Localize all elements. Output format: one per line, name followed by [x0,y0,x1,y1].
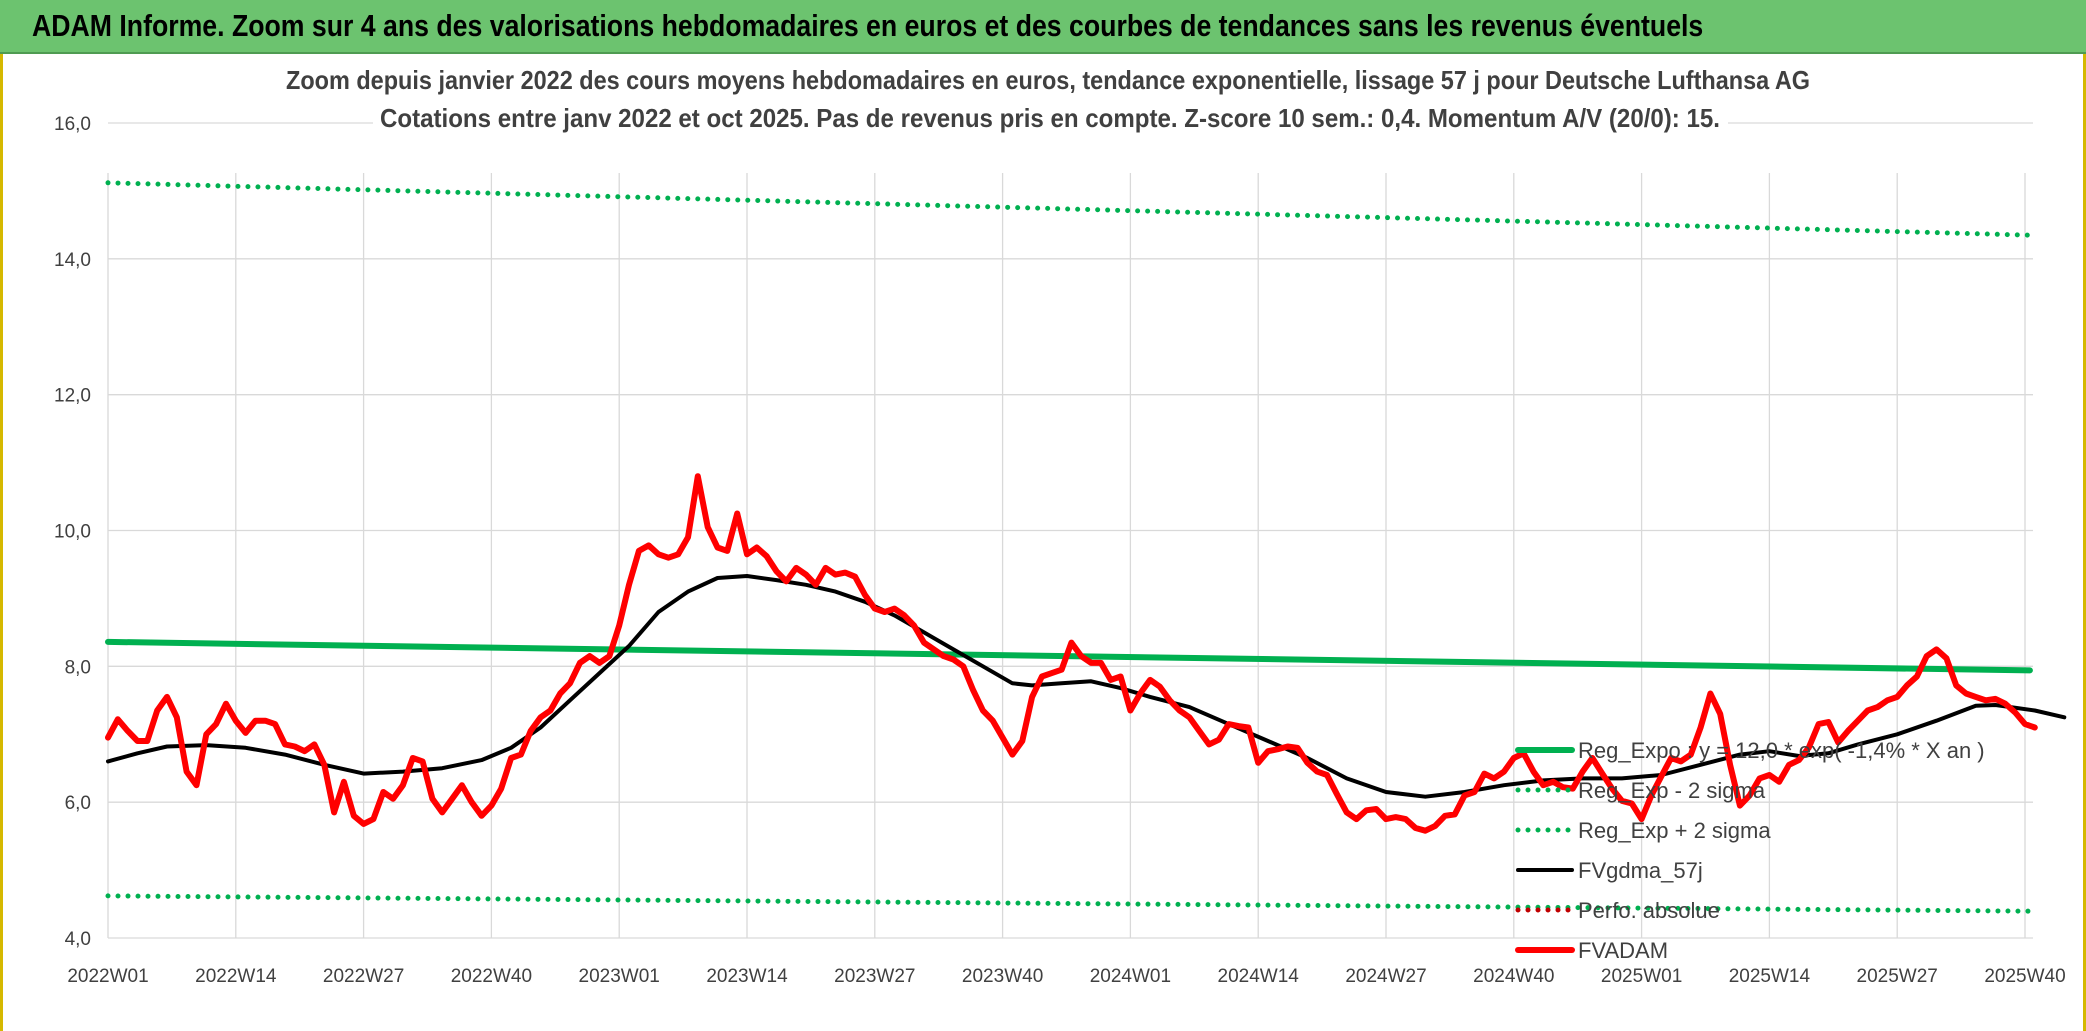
chart-subtitle: Cotations entre janv 2022 et oct 2025. P… [380,103,1720,133]
legend-label: FVADAM [1578,938,1668,963]
x-tick-label: 2024W14 [1218,966,1300,987]
series-layer [105,180,2067,914]
x-tick-label: 2023W27 [834,966,915,987]
x-tick-label: 2025W01 [1601,966,1682,987]
y-tick-label: 16,0 [54,114,91,135]
legend-label: Reg_Exp + 2 sigma [1578,818,1771,843]
sigma-plus-line [105,180,2033,238]
chart-titles: Zoom depuis janvier 2022 des cours moyen… [279,57,1817,133]
legend-label: Perfo. absolue [1578,898,1720,923]
x-tick-label: 2024W01 [1090,966,1171,987]
chart-frame: Zoom depuis janvier 2022 des cours moyen… [0,54,2086,1031]
x-tick-label: 2025W40 [1984,966,2065,987]
x-tick-label: 2025W27 [1857,966,1938,987]
x-tick-label: 2022W40 [451,966,532,987]
subtitle-backdrop [373,95,1728,133]
title-backdrop [279,57,1817,96]
legend-label: Reg_Exp - 2 sigma [1578,778,1766,803]
y-tick-label: 4,0 [65,929,91,950]
x-tick-label: 2024W27 [1345,966,1426,987]
page-title: ADAM Informe. Zoom sur 4 ans des valoris… [32,8,1704,43]
x-tick-label: 2022W14 [195,966,277,987]
y-tick-label: 12,0 [54,386,91,407]
grid [107,122,2033,939]
legend-label: FVgdma_57j [1578,858,1703,883]
y-tick-label: 6,0 [65,793,91,814]
chart: Zoom depuis janvier 2022 des cours moyen… [54,57,2067,987]
x-tick-label: 2023W01 [579,966,660,987]
chart-title: Zoom depuis janvier 2022 des cours moyen… [286,65,1810,95]
sigma-minus-line [105,893,2033,914]
x-tick-label: 2024W40 [1473,966,1554,987]
title-banner: ADAM Informe. Zoom sur 4 ans des valoris… [0,0,2086,54]
x-tick-label: 2023W14 [706,966,788,987]
fvadam-line [105,473,2038,834]
y-tick-label: 14,0 [54,250,91,271]
y-tick-label: 10,0 [54,522,91,543]
axes: 4,0 6,0 8,0 10,0 12,0 14,0 16,0 2022W01 2022W14 2… [54,114,2066,987]
x-tick-label: 2022W01 [67,966,148,987]
fvgdma-line [106,574,2067,799]
legend-label: Reg_Expo : y = 12,0 * exp( -1,4% * X an … [1578,738,1985,763]
x-tick-label: 2022W27 [323,966,404,987]
y-tick-label: 8,0 [65,657,91,678]
legend: Reg_Expo : y = 12,0 * exp( -1,4% * X an … [1515,738,1985,963]
x-tick-label: 2025W14 [1729,966,1811,987]
x-tick-label: 2023W40 [962,966,1043,987]
